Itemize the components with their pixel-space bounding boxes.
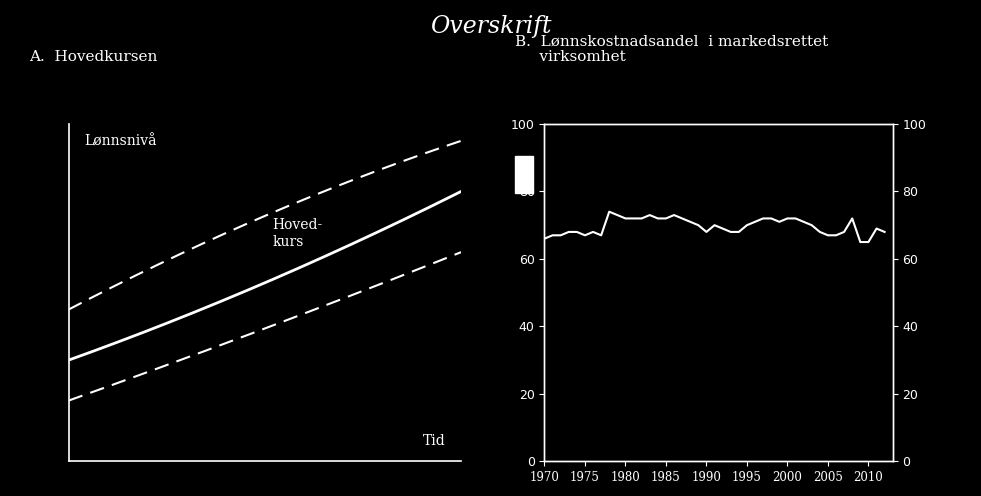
Text: Hoved-
kurs: Hoved- kurs [273, 218, 323, 248]
Text: Lønnsnivå: Lønnsnivå [84, 134, 157, 148]
Text: Overskrift: Overskrift [430, 15, 551, 38]
Text: B.  Lønnskostnadsandel  i markedsrettet
     virksomhet: B. Lønnskostnadsandel i markedsrettet vi… [515, 34, 828, 64]
Text: A.  Hovedkursen: A. Hovedkursen [29, 51, 158, 64]
Text: Tid: Tid [423, 434, 445, 448]
